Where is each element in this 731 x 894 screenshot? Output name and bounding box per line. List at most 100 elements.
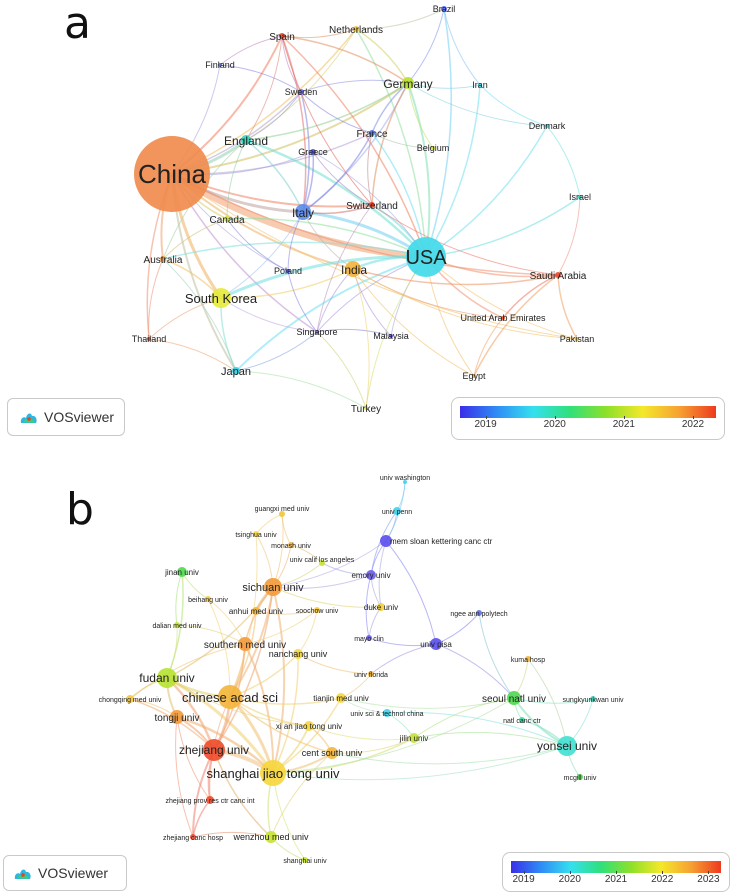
institution-node-mayo[interactable] [366, 635, 372, 641]
link-edge [316, 328, 392, 337]
institution-node-nanchang[interactable] [293, 649, 303, 659]
link-edge [272, 513, 284, 588]
link-edge [129, 643, 246, 700]
country-node-india[interactable] [345, 261, 361, 277]
institution-node-duke[interactable] [377, 603, 385, 611]
link-edge [355, 28, 409, 84]
institution-label-wenzhou: wenzhou med univ [232, 832, 309, 842]
country-node-malaysia[interactable] [389, 334, 393, 338]
country-node-china[interactable] [134, 136, 210, 212]
link-edge [192, 831, 272, 838]
country-node-denmark[interactable] [545, 124, 549, 128]
country-node-greece[interactable] [310, 149, 316, 155]
institution-label-anhui: anhui med univ [229, 607, 283, 616]
institution-node-univ-penn[interactable] [393, 507, 401, 515]
institution-node-ucla[interactable] [319, 560, 325, 566]
country-node-netherlands[interactable] [353, 26, 359, 32]
link-edge [213, 749, 272, 838]
institution-node-natl-canc[interactable] [519, 717, 525, 723]
institution-node-yonsei[interactable] [557, 736, 577, 756]
institution-node-jilin[interactable] [409, 733, 419, 743]
link-edge [443, 8, 481, 86]
link-edge [281, 35, 373, 206]
institution-node-zhejiang[interactable] [203, 739, 225, 761]
country-node-israel[interactable] [578, 195, 582, 199]
country-node-belgium[interactable] [431, 146, 435, 150]
legend-tick-mark [523, 871, 525, 874]
institution-node-jinan[interactable] [177, 567, 187, 577]
institution-node-southern[interactable] [238, 637, 252, 651]
institution-node-shanghai-univ[interactable] [302, 857, 308, 863]
link-edge [355, 28, 427, 258]
country-node-france[interactable] [369, 130, 375, 136]
link-edge [407, 82, 548, 127]
institution-node-dalian[interactable] [174, 622, 180, 628]
institution-node-chinese-acad[interactable] [218, 685, 242, 709]
institution-node-tianjin[interactable] [336, 693, 346, 703]
country-node-australia[interactable] [160, 256, 166, 262]
vosviewer-label: VOSviewer [44, 409, 115, 425]
country-node-canada[interactable] [224, 216, 230, 222]
institution-node-soochow[interactable] [314, 607, 320, 613]
country-node-thailand[interactable] [147, 337, 151, 341]
country-node-switzerland[interactable] [369, 202, 375, 208]
country-node-south-korea[interactable] [211, 288, 231, 308]
institution-label-mayo: mayo clin [354, 636, 384, 643]
country-label-sweden: Sweden [285, 87, 318, 97]
link-edge [272, 540, 387, 588]
institution-node-univ-pisa[interactable] [430, 638, 442, 650]
country-node-uae[interactable] [501, 316, 505, 320]
institution-node-chongqing[interactable] [126, 695, 134, 703]
country-node-sweden[interactable] [298, 89, 304, 95]
country-node-germany[interactable] [402, 77, 414, 89]
country-node-saudi-arabia[interactable] [555, 272, 561, 278]
institution-label-ucla: univ calif los angeles [290, 557, 355, 564]
country-node-brazil[interactable] [441, 6, 447, 12]
institution-node-zhejiang-prov[interactable] [206, 796, 214, 804]
country-node-poland[interactable] [286, 269, 290, 273]
country-node-japan[interactable] [232, 367, 240, 375]
color-legend: 2019 2020 2021 2022 2023 [502, 852, 730, 892]
institution-node-kuma[interactable] [525, 656, 531, 662]
institution-node-cent-south[interactable] [326, 747, 338, 759]
country-node-pakistan[interactable] [575, 337, 579, 341]
institution-node-mcgill[interactable] [577, 774, 583, 780]
country-node-england[interactable] [241, 135, 251, 145]
institution-node-beihang[interactable] [205, 596, 211, 602]
legend-tick: 2023 [697, 874, 720, 885]
institution-node-xian[interactable] [304, 721, 314, 731]
institution-node-emory[interactable] [366, 570, 376, 580]
country-node-finland[interactable] [218, 63, 222, 67]
institution-node-guangxi[interactable] [279, 511, 285, 517]
country-label-italy: Italy [292, 206, 314, 220]
link-edge [175, 571, 183, 626]
country-node-singapore[interactable] [315, 330, 319, 334]
legend-gradient [511, 861, 721, 873]
institution-node-tongji[interactable] [170, 710, 184, 724]
institution-node-tsinghua[interactable] [253, 531, 259, 537]
country-node-egypt[interactable] [472, 374, 476, 378]
institution-node-monash[interactable] [288, 542, 294, 548]
institution-node-ngee[interactable] [476, 610, 482, 616]
institution-node-shanghai-jt[interactable] [260, 760, 286, 786]
country-label-belgium: Belgium [417, 143, 450, 153]
institution-label-natl-canc: natl canc ctr [503, 718, 541, 725]
institution-node-sungkyunkwan[interactable] [590, 696, 596, 702]
institution-node-anhui[interactable] [252, 607, 260, 615]
country-node-usa[interactable] [406, 237, 446, 277]
institution-node-univ-washington[interactable] [403, 480, 407, 484]
institution-node-mem-sloan[interactable] [380, 535, 392, 547]
institution-node-sichuan[interactable] [264, 578, 282, 596]
institution-node-univ-florida[interactable] [368, 671, 374, 677]
institution-node-ustc[interactable] [383, 709, 391, 717]
institution-node-seoul[interactable] [507, 691, 521, 705]
country-label-canada: Canada [209, 215, 244, 226]
institution-node-zhejiang-canc[interactable] [190, 834, 196, 840]
country-node-italy[interactable] [295, 204, 311, 220]
institution-node-fudan[interactable] [157, 668, 177, 688]
country-node-turkey[interactable] [364, 406, 368, 410]
country-node-iran[interactable] [478, 83, 482, 87]
country-node-spain[interactable] [279, 33, 285, 39]
country-label-japan: Japan [221, 366, 251, 378]
institution-node-wenzhou[interactable] [265, 831, 277, 843]
